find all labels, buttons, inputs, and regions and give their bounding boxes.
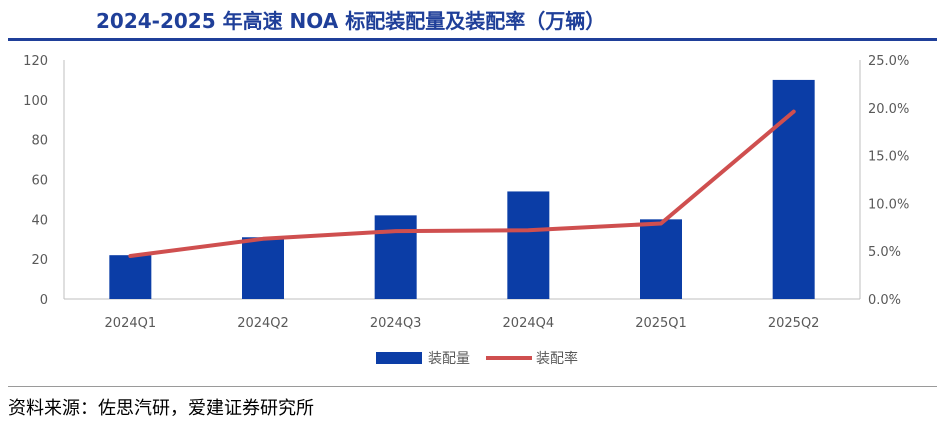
combo-chart: 0 20 40 60 80 100 120 0.0% 5.0% 10.0% 15.0% 20.0% 25… — [23, 54, 909, 367]
title-divider — [8, 38, 937, 41]
bar-2024Q2 — [242, 237, 284, 299]
y-left-tick-label: 20 — [31, 253, 48, 268]
y-right-tick-label: 20.0% — [868, 102, 909, 117]
legend-line-label: 装配率 — [536, 350, 578, 367]
y-right-tick-label: 10.0% — [868, 197, 909, 212]
legend-bar-label: 装配量 — [428, 351, 470, 367]
source-divider — [8, 386, 937, 387]
bar-2024Q1 — [109, 255, 152, 299]
x-tick-label: 2024Q2 — [237, 316, 289, 331]
y-left-tick-label: 120 — [23, 54, 48, 69]
rate-line — [128, 109, 796, 258]
y-left-tick-label: 80 — [31, 134, 48, 149]
x-tick-label: 2025Q1 — [635, 316, 687, 331]
x-tick-label: 2025Q2 — [768, 316, 820, 331]
x-tick-label: 2024Q4 — [503, 316, 555, 331]
legend-bar-swatch — [376, 352, 422, 364]
x-tick-label: 2024Q1 — [105, 316, 157, 331]
y-left-tick-label: 60 — [31, 174, 48, 189]
y-left-tick-label: 100 — [23, 94, 48, 109]
y-right-tick-label: 5.0% — [868, 245, 901, 260]
chart-title: 2024-2025 年高速 NOA 标配装配量及装配率（万辆） — [96, 9, 606, 33]
bar-2024Q3 — [374, 215, 417, 299]
x-tick-label: 2024Q3 — [370, 316, 422, 331]
chart-title-bar: 2024-2025 年高速 NOA 标配装配量及装配率（万辆） — [0, 2, 945, 41]
y-left-tick-label: 0 — [40, 293, 48, 308]
y-left-tick-label: 40 — [31, 213, 48, 228]
y-right-tick-label: 0.0% — [868, 293, 901, 308]
y-right-tick-label: 15.0% — [868, 150, 909, 165]
source-note: 资料来源：佐思汽研，爱建证券研究所 — [8, 398, 314, 419]
bar-2025Q2 — [772, 79, 815, 299]
y-right-tick-label: 25.0% — [868, 54, 909, 69]
bar-2025Q1 — [640, 219, 682, 299]
bar-2024Q4 — [507, 191, 550, 299]
